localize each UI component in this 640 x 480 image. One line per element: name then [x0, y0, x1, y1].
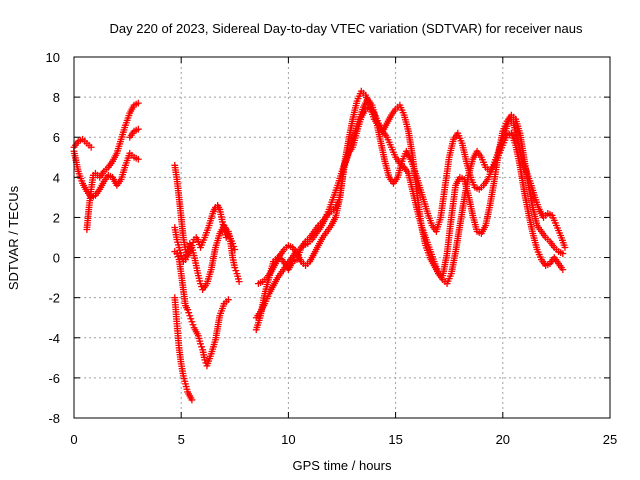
- axis-ticks: 0 5 10 15 20 25 -8 -6 -4 -2 0 2 4 6 8 10: [46, 50, 618, 447]
- data-point: [561, 244, 569, 251]
- data-point: [184, 246, 192, 253]
- y-tick-label: 2: [53, 210, 60, 225]
- data-point: [134, 155, 142, 163]
- data-point: [194, 238, 202, 245]
- data-point: [229, 240, 237, 247]
- grid-lines: [74, 57, 610, 418]
- x-tick-label: 15: [388, 432, 402, 447]
- y-tick-label: 8: [53, 90, 60, 105]
- x-tick-label: 0: [70, 432, 77, 447]
- data-point: [134, 99, 142, 107]
- y-axis-label: SDTVAR / TECUs: [6, 185, 21, 290]
- data-point: [231, 246, 239, 253]
- data-marker: [189, 321, 197, 329]
- data-marks: [70, 87, 569, 404]
- data-point: [177, 252, 185, 259]
- data-point: [559, 250, 567, 257]
- y-tick-label: -6: [48, 371, 60, 386]
- data-point: [188, 318, 196, 326]
- data-point: [186, 312, 194, 320]
- chart-title: Day 220 of 2023, Sidereal Day-to-day VTE…: [109, 21, 583, 36]
- data-point: [224, 296, 232, 304]
- x-tick-label: 25: [603, 432, 617, 447]
- data-point: [235, 278, 243, 286]
- data-point: [559, 266, 567, 273]
- data-point: [197, 280, 204, 288]
- data-point: [134, 125, 142, 133]
- data-marker: [232, 267, 240, 274]
- data-point: [184, 306, 192, 314]
- data-marker: [178, 255, 186, 262]
- y-tick-label: -2: [48, 291, 60, 306]
- plot-frame: [73, 56, 611, 419]
- x-tick-label: 10: [281, 432, 295, 447]
- data-point: [188, 396, 196, 404]
- data-marker: [187, 315, 195, 323]
- y-tick-label: 6: [53, 130, 60, 145]
- y-tick-label: 4: [53, 170, 60, 185]
- data-marker: [198, 343, 205, 351]
- data-point: [231, 264, 239, 271]
- data-point: [87, 143, 95, 151]
- y-tick-label: -8: [48, 411, 60, 426]
- x-tick-label: 5: [178, 432, 185, 447]
- data-marker: [230, 243, 238, 250]
- data-point: [197, 340, 204, 348]
- y-tick-label: 0: [53, 251, 60, 266]
- data-point: [201, 356, 209, 364]
- data-point: [222, 234, 230, 241]
- y-tick-label: 10: [46, 50, 60, 65]
- data-marker: [185, 309, 193, 317]
- x-tick-label: 20: [496, 432, 510, 447]
- y-tick-label: -4: [48, 331, 60, 346]
- x-axis-label: GPS time / hours: [293, 458, 392, 473]
- data-marker: [174, 253, 182, 260]
